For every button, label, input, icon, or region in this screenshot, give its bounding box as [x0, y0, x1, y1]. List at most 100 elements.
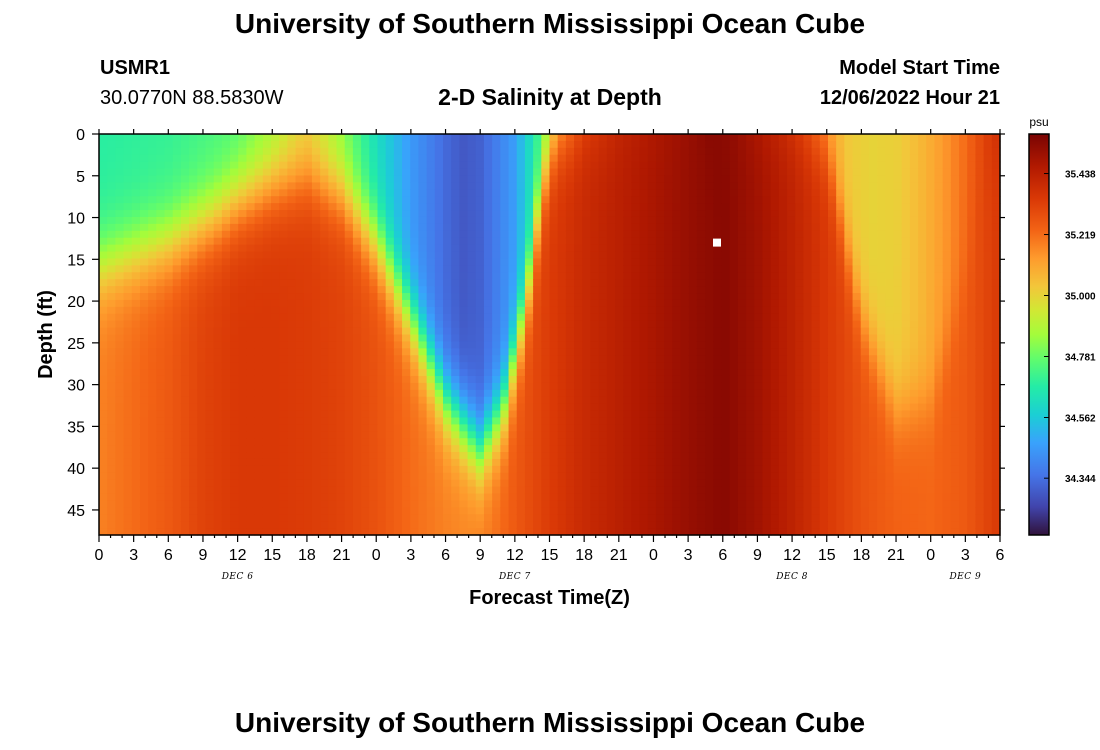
heatmap-cell: [123, 431, 133, 439]
heatmap-cell: [311, 168, 321, 177]
heatmap-cell: [615, 348, 624, 356]
heatmap-cell: [213, 403, 223, 412]
heatmap-cell: [205, 500, 215, 508]
heatmap-cell: [492, 375, 501, 384]
heatmap-cell: [262, 265, 272, 273]
heatmap-cell: [492, 472, 501, 481]
heatmap-cell: [123, 355, 133, 363]
heatmap-cell: [787, 334, 796, 343]
heatmap-cell: [271, 396, 280, 405]
heatmap-cell: [369, 362, 379, 370]
heatmap-cell: [205, 355, 215, 363]
heatmap-cell: [500, 313, 510, 322]
heatmap-cell: [352, 286, 362, 294]
heatmap-cell: [311, 279, 321, 287]
heatmap-cell: [467, 237, 477, 246]
heatmap-cell: [279, 293, 288, 301]
heatmap-cell: [729, 355, 739, 363]
heatmap-cell: [565, 403, 575, 412]
heatmap-cell: [787, 203, 796, 211]
heatmap-cell: [615, 293, 624, 301]
heatmap-cell: [197, 258, 207, 266]
heatmap-cell: [279, 210, 288, 218]
heatmap-cell: [123, 369, 133, 377]
heatmap-cell: [402, 424, 411, 432]
heatmap-cell: [631, 486, 641, 495]
heatmap-cell: [377, 147, 387, 156]
heatmap-cell: [311, 500, 321, 508]
heatmap-cell: [492, 403, 501, 412]
heatmap-cell: [393, 203, 403, 211]
heatmap-cell: [377, 486, 387, 495]
heatmap-cell: [639, 500, 649, 508]
heatmap-cell: [279, 244, 288, 253]
heatmap-cell: [402, 189, 411, 197]
heatmap-cell: [516, 223, 526, 232]
heatmap-cell: [279, 279, 288, 287]
heatmap-cell: [524, 389, 534, 398]
heatmap-cell: [541, 479, 551, 488]
heatmap-cell: [787, 389, 796, 398]
heatmap-cell: [287, 493, 297, 502]
heatmap-cell: [418, 507, 428, 515]
heatmap-cell: [107, 161, 116, 170]
heatmap-cell: [475, 279, 485, 287]
heatmap-cell: [164, 486, 174, 495]
heatmap-cell: [516, 465, 526, 474]
heatmap-cell: [631, 244, 641, 253]
heatmap-cell: [172, 216, 182, 225]
heatmap-cell: [615, 438, 624, 446]
heatmap-cell: [451, 189, 460, 197]
heatmap-cell: [213, 299, 223, 308]
heatmap-cell: [508, 500, 518, 508]
heatmap-cell: [590, 500, 600, 508]
heatmap-cell: [778, 514, 788, 522]
heatmap-cell: [156, 216, 166, 225]
heatmap-cell: [197, 417, 207, 425]
heatmap-cell: [696, 500, 706, 508]
heatmap-cell: [287, 528, 297, 536]
heatmap-cell: [500, 251, 510, 260]
heatmap-cell: [623, 334, 633, 343]
heatmap-cell: [189, 341, 198, 349]
station-coordinates: 30.0770N 88.5830W: [100, 87, 284, 109]
heatmap-cell: [451, 327, 460, 336]
heatmap-cell: [598, 286, 608, 294]
heatmap-cell: [148, 500, 157, 508]
heatmap-cell: [598, 500, 608, 508]
heatmap-cell: [754, 134, 764, 142]
heatmap-cell: [770, 507, 780, 515]
heatmap-cell: [361, 327, 370, 336]
heatmap-cell: [590, 154, 600, 163]
heatmap-cell: [189, 237, 198, 246]
heatmap-cell: [271, 438, 280, 446]
heatmap-cell: [598, 147, 608, 156]
heatmap-cell: [123, 479, 133, 488]
heatmap-cell: [443, 465, 452, 474]
heatmap-cell: [664, 507, 673, 515]
heatmap-cell: [246, 147, 256, 156]
heatmap-cell: [557, 230, 567, 239]
heatmap-cell: [696, 147, 706, 156]
heatmap-cell: [139, 154, 149, 163]
heatmap-cell: [524, 134, 534, 142]
heatmap-cell: [295, 486, 305, 495]
heatmap-cell: [295, 299, 305, 308]
heatmap-cell: [746, 486, 755, 495]
heatmap-cell: [762, 493, 772, 502]
heatmap-cell: [680, 396, 690, 405]
heatmap-cell: [647, 251, 657, 260]
heatmap-cell: [238, 417, 248, 425]
heatmap-cell: [271, 230, 280, 239]
heatmap-cell: [139, 445, 149, 453]
heatmap-cell: [361, 417, 370, 425]
heatmap-cell: [615, 514, 624, 522]
heatmap-cell: [443, 230, 452, 239]
heatmap-cell: [680, 389, 690, 398]
heatmap-cell: [606, 410, 616, 419]
heatmap-cell: [230, 528, 239, 536]
heatmap-cell: [221, 438, 231, 446]
heatmap-cell: [377, 189, 387, 197]
heatmap-cell: [533, 472, 542, 481]
heatmap-cell: [451, 237, 460, 246]
